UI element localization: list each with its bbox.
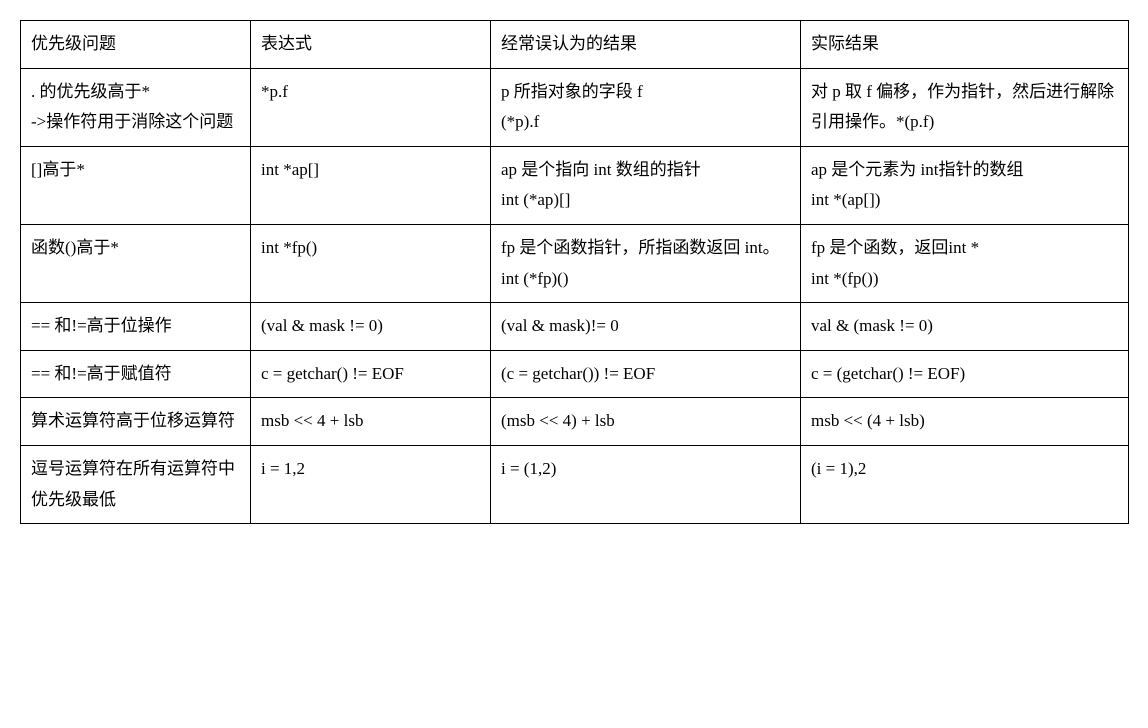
cell-expression: *p.f (251, 68, 491, 146)
cell-problem: 函数()高于* (21, 224, 251, 302)
cell-expression: msb << 4 + lsb (251, 398, 491, 446)
cell-problem: 逗号运算符在所有运算符中优先级最低 (21, 445, 251, 523)
cell-actual: ap 是个元素为 int指针的数组int *(ap[]) (801, 146, 1129, 224)
cell-mistaken: ap 是个指向 int 数组的指针int (*ap)[] (491, 146, 801, 224)
cell-mistaken: (c = getchar()) != EOF (491, 350, 801, 398)
precedence-table: 优先级问题 表达式 经常误认为的结果 实际结果 . 的优先级高于*->操作符用于… (20, 20, 1129, 524)
cell-mistaken: p 所指对象的字段 f(*p).f (491, 68, 801, 146)
table-row: . 的优先级高于*->操作符用于消除这个问题*p.fp 所指对象的字段 f(*p… (21, 68, 1129, 146)
cell-expression: int *ap[] (251, 146, 491, 224)
table-row: == 和!=高于赋值符c = getchar() != EOF(c = getc… (21, 350, 1129, 398)
cell-expression: i = 1,2 (251, 445, 491, 523)
table-row: == 和!=高于位操作(val & mask != 0)(val & mask)… (21, 303, 1129, 351)
cell-problem: == 和!=高于位操作 (21, 303, 251, 351)
table-row: 算术运算符高于位移运算符msb << 4 + lsb(msb << 4) + l… (21, 398, 1129, 446)
header-problem: 优先级问题 (21, 21, 251, 69)
cell-expression: c = getchar() != EOF (251, 350, 491, 398)
cell-problem: 算术运算符高于位移运算符 (21, 398, 251, 446)
table-row: []高于*int *ap[]ap 是个指向 int 数组的指针int (*ap)… (21, 146, 1129, 224)
cell-expression: int *fp() (251, 224, 491, 302)
table-body: . 的优先级高于*->操作符用于消除这个问题*p.fp 所指对象的字段 f(*p… (21, 68, 1129, 524)
cell-actual: 对 p 取 f 偏移，作为指针，然后进行解除引用操作。*(p.f) (801, 68, 1129, 146)
table-header-row: 优先级问题 表达式 经常误认为的结果 实际结果 (21, 21, 1129, 69)
cell-actual: msb << (4 + lsb) (801, 398, 1129, 446)
cell-mistaken: (msb << 4) + lsb (491, 398, 801, 446)
cell-mistaken: i = (1,2) (491, 445, 801, 523)
cell-actual: (i = 1),2 (801, 445, 1129, 523)
cell-problem: . 的优先级高于*->操作符用于消除这个问题 (21, 68, 251, 146)
header-expression: 表达式 (251, 21, 491, 69)
cell-actual: c = (getchar() != EOF) (801, 350, 1129, 398)
cell-mistaken: (val & mask)!= 0 (491, 303, 801, 351)
cell-mistaken: fp 是个函数指针，所指函数返回 int。int (*fp)() (491, 224, 801, 302)
cell-expression: (val & mask != 0) (251, 303, 491, 351)
cell-problem: []高于* (21, 146, 251, 224)
header-mistaken: 经常误认为的结果 (491, 21, 801, 69)
table-row: 函数()高于*int *fp()fp 是个函数指针，所指函数返回 int。int… (21, 224, 1129, 302)
cell-problem: == 和!=高于赋值符 (21, 350, 251, 398)
cell-actual: fp 是个函数，返回int *int *(fp()) (801, 224, 1129, 302)
cell-actual: val & (mask != 0) (801, 303, 1129, 351)
table-row: 逗号运算符在所有运算符中优先级最低i = 1,2i = (1,2)(i = 1)… (21, 445, 1129, 523)
header-actual: 实际结果 (801, 21, 1129, 69)
